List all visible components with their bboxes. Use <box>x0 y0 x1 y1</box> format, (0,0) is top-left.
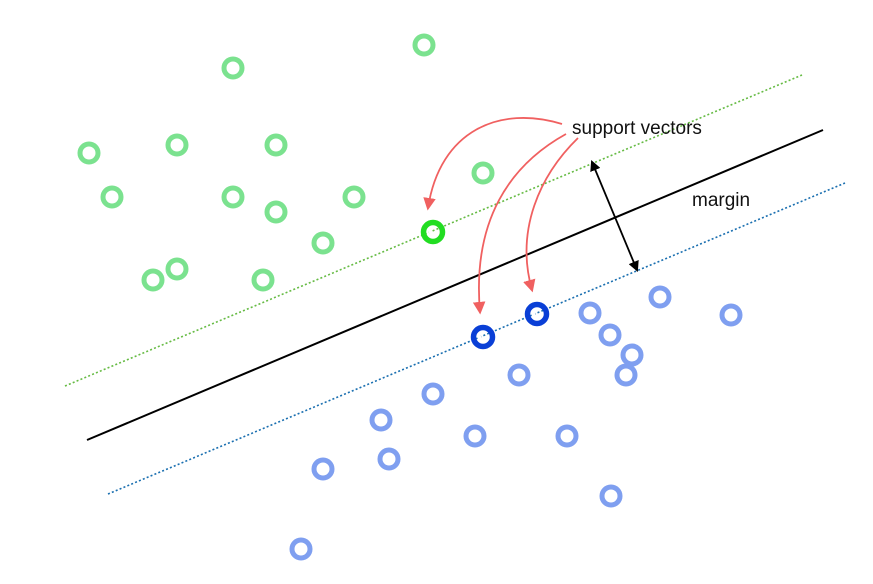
margin-arrow <box>590 160 639 272</box>
support-vector-blue-2 <box>524 301 550 327</box>
ring-marker-icon <box>264 133 288 157</box>
ring-marker-icon <box>377 447 401 471</box>
margin-line-lower <box>107 182 846 495</box>
ring-marker-icon <box>100 185 124 209</box>
ring-marker-icon <box>77 141 101 165</box>
ring-marker-with-dots-icon <box>420 219 446 245</box>
ring-marker-icon <box>221 56 245 80</box>
ring-marker-icon <box>599 484 623 508</box>
margin-label: margin <box>692 190 750 211</box>
ring-marker-icon <box>719 303 743 327</box>
ring-marker-icon <box>369 408 393 432</box>
separating-hyperplane <box>86 129 824 441</box>
support-vector-callouts <box>423 117 579 315</box>
ring-marker-icon <box>598 323 622 347</box>
ring-marker-icon <box>311 457 335 481</box>
support-vector-blue-1 <box>470 324 496 350</box>
callout-arrow <box>423 117 563 211</box>
ring-marker-with-dots-icon <box>470 324 496 350</box>
ring-marker-icon <box>614 363 638 387</box>
ring-marker-icon <box>555 424 579 448</box>
support-vectors-label: support vectors <box>572 118 702 139</box>
ring-marker-icon <box>421 382 445 406</box>
ring-marker-icon <box>463 424 487 448</box>
class-b-points <box>289 285 743 561</box>
ring-marker-icon <box>264 200 288 224</box>
ring-marker-icon <box>165 133 189 157</box>
callout-arrow <box>472 133 567 315</box>
ring-marker-icon <box>289 537 313 561</box>
ring-marker-icon <box>648 285 672 309</box>
support-vector-green <box>420 219 446 245</box>
ring-marker-icon <box>251 268 275 292</box>
ring-marker-icon <box>578 301 602 325</box>
ring-marker-icon <box>507 363 531 387</box>
margin-line-upper <box>64 74 803 387</box>
ring-marker-icon <box>342 185 366 209</box>
ring-marker-icon <box>221 185 245 209</box>
ring-marker-icon <box>311 231 335 255</box>
ring-marker-icon <box>165 257 189 281</box>
ring-marker-icon <box>141 268 165 292</box>
ring-marker-icon <box>412 33 436 57</box>
ring-marker-icon <box>620 343 644 367</box>
class-a-points <box>77 33 495 292</box>
ring-marker-with-dots-icon <box>524 301 550 327</box>
ring-marker-icon <box>471 161 495 185</box>
callout-arrow <box>523 137 579 293</box>
